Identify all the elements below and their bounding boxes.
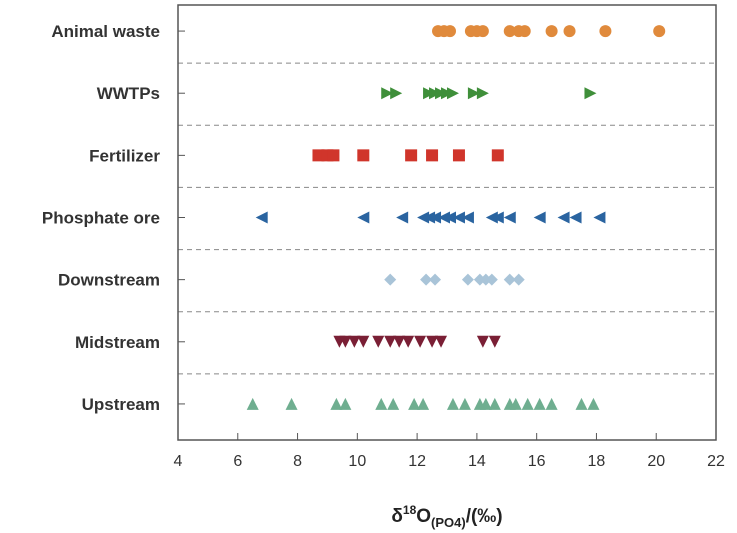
data-point <box>390 87 403 100</box>
data-point <box>467 87 480 100</box>
data-point <box>372 335 385 348</box>
data-point <box>393 335 406 348</box>
y-tick-label: Phosphate ore <box>42 209 160 228</box>
data-point <box>357 335 370 348</box>
data-point <box>545 25 558 38</box>
data-point <box>375 397 388 410</box>
data-point <box>479 397 492 410</box>
data-point <box>452 149 465 162</box>
data-point <box>339 335 352 348</box>
data-point <box>402 335 415 348</box>
x-tick-label: 6 <box>233 453 242 470</box>
data-point <box>429 211 442 224</box>
data-point <box>533 211 546 224</box>
data-point <box>488 335 501 348</box>
data-point <box>563 25 576 38</box>
data-point <box>327 149 340 162</box>
x-tick-label: 20 <box>647 453 665 470</box>
data-point <box>557 211 570 224</box>
data-point <box>339 397 352 410</box>
data-point <box>458 397 471 410</box>
data-point <box>435 335 448 348</box>
y-tick-label: Fertilizer <box>89 146 160 165</box>
y-tick-label: Downstream <box>58 271 160 290</box>
data-point <box>384 335 397 348</box>
data-point <box>503 273 516 286</box>
data-point <box>584 87 597 100</box>
data-point <box>575 397 588 410</box>
data-point <box>429 273 442 286</box>
data-point <box>357 149 370 162</box>
data-point <box>599 25 612 38</box>
data-point <box>426 335 439 348</box>
data-point <box>417 397 430 410</box>
data-point <box>443 25 456 38</box>
data-point <box>396 211 409 224</box>
x-tick-label: 18 <box>588 453 606 470</box>
data-point <box>503 211 516 224</box>
data-point <box>509 397 522 410</box>
x-tick-label: 4 <box>174 453 183 470</box>
x-tick-label: 14 <box>468 453 486 470</box>
y-tick-label: Midstream <box>75 333 160 352</box>
x-tick-label: 16 <box>528 453 546 470</box>
data-point <box>384 273 397 286</box>
data-point <box>518 25 531 38</box>
x-tick-label: 10 <box>348 453 366 470</box>
data-point <box>452 211 465 224</box>
x-tick-label: 12 <box>408 453 426 470</box>
data-point <box>461 273 474 286</box>
data-point <box>533 397 546 410</box>
y-tick-label: Animal waste <box>51 22 160 41</box>
data-point <box>653 25 666 38</box>
data-point <box>476 25 489 38</box>
data-point <box>521 397 534 410</box>
data-point <box>443 211 456 224</box>
data-point <box>246 397 259 410</box>
data-point <box>387 397 400 410</box>
data-point <box>357 211 370 224</box>
data-point <box>285 397 298 410</box>
data-point <box>348 335 361 348</box>
data-point <box>381 87 394 100</box>
x-tick-label: 8 <box>293 453 302 470</box>
data-point <box>491 211 504 224</box>
data-point <box>488 397 501 410</box>
data-point <box>485 273 498 286</box>
data-point <box>255 211 268 224</box>
data-point <box>405 149 418 162</box>
y-tick-label: Upstream <box>82 395 160 414</box>
data-point <box>408 397 421 410</box>
data-point <box>446 397 459 410</box>
data-point <box>587 397 600 410</box>
data-point <box>476 335 489 348</box>
data-point <box>461 211 474 224</box>
data-point <box>593 211 606 224</box>
data-point <box>414 335 427 348</box>
data-point <box>446 87 459 100</box>
data-point <box>512 273 525 286</box>
data-point <box>426 149 439 162</box>
data-point <box>420 273 433 286</box>
plot-frame <box>177 4 717 441</box>
data-point <box>569 211 582 224</box>
data-point <box>545 397 558 410</box>
data-point <box>491 149 504 162</box>
data-point <box>330 397 343 410</box>
y-tick-label: WWTPs <box>97 84 160 103</box>
x-tick-label: 22 <box>707 453 725 470</box>
data-point <box>503 25 516 38</box>
data-point <box>476 87 489 100</box>
x-axis-label: δ18O(PO4)/(‰) <box>391 503 502 530</box>
